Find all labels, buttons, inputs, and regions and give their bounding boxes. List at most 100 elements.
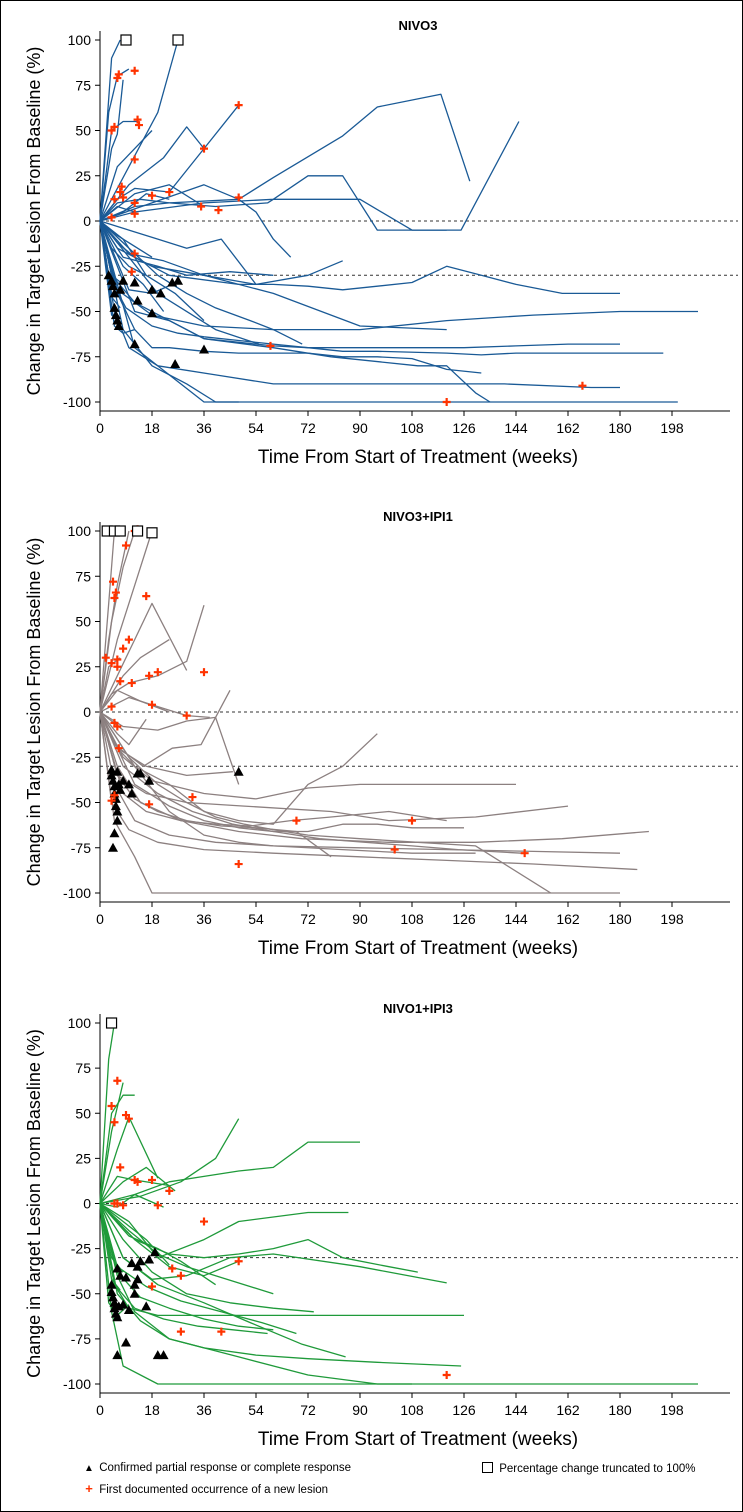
series-line-27 bbox=[99, 711, 147, 746]
new-lesion-marker bbox=[109, 577, 117, 586]
new-lesion-marker bbox=[142, 592, 151, 601]
series-line-24 bbox=[99, 689, 170, 713]
x-axis-label: Time From Start of Treatment (weeks) bbox=[258, 447, 578, 468]
y-tick-label: 100 bbox=[68, 523, 92, 539]
series-line-20 bbox=[99, 220, 447, 331]
chart-title: NIVO3 bbox=[398, 18, 437, 33]
x-tick-label: 198 bbox=[660, 911, 684, 927]
new-lesion-marker bbox=[145, 671, 154, 680]
series-line-14 bbox=[99, 711, 464, 833]
response-marker bbox=[109, 1297, 120, 1307]
new-lesion-marker bbox=[107, 213, 116, 222]
y-tick-label: 100 bbox=[68, 32, 92, 48]
new-lesion-marker bbox=[124, 635, 133, 644]
new-lesion-marker bbox=[119, 193, 128, 202]
x-tick-label: 126 bbox=[452, 420, 476, 436]
new-lesion-marker bbox=[116, 188, 125, 197]
series-line-28 bbox=[99, 696, 210, 719]
series-line-25 bbox=[99, 184, 205, 222]
response-marker bbox=[106, 1286, 117, 1296]
new-lesion-marker bbox=[182, 711, 191, 720]
y-tick-label: 75 bbox=[75, 568, 91, 584]
y-tick-label: -75 bbox=[71, 349, 91, 365]
series-line-18 bbox=[99, 605, 205, 713]
series-line-1 bbox=[99, 711, 621, 854]
response-marker bbox=[121, 1272, 131, 1282]
new-lesion-marker bbox=[133, 1177, 142, 1186]
response-marker bbox=[132, 1274, 143, 1284]
response-marker bbox=[123, 779, 134, 789]
x-axis-label: Time From Start of Treatment (weeks) bbox=[258, 938, 578, 959]
new-lesion-marker bbox=[153, 1201, 162, 1210]
x-tick-label: 162 bbox=[556, 420, 580, 436]
y-tick-label: 75 bbox=[75, 77, 91, 93]
series-line-4 bbox=[99, 1203, 462, 1367]
new-lesion-marker bbox=[127, 679, 136, 688]
y-tick-label: -25 bbox=[71, 258, 91, 274]
x-tick-label: 126 bbox=[452, 1402, 476, 1418]
x-tick-label: 36 bbox=[196, 1402, 212, 1418]
series-line-16 bbox=[99, 711, 240, 785]
x-tick-label: 72 bbox=[300, 420, 316, 436]
new-lesion-marker bbox=[113, 1199, 122, 1208]
response-marker bbox=[144, 775, 155, 785]
new-lesion-marker bbox=[197, 202, 206, 211]
response-marker bbox=[129, 339, 140, 349]
response-marker bbox=[115, 784, 126, 794]
response-marker bbox=[112, 1263, 123, 1273]
y-tick-label: 25 bbox=[75, 168, 91, 184]
x-tick-label: 72 bbox=[300, 911, 316, 927]
series-line-15 bbox=[99, 689, 231, 767]
response-marker bbox=[132, 295, 143, 305]
series-line-26 bbox=[99, 1202, 170, 1266]
response-marker bbox=[135, 1256, 146, 1266]
y-tick-label: 50 bbox=[75, 1105, 91, 1121]
series-line-5 bbox=[99, 1203, 447, 1284]
new-lesion-marker bbox=[578, 381, 587, 390]
response-marker bbox=[126, 1258, 137, 1268]
new-lesion-marker bbox=[176, 1271, 185, 1280]
y-tick-label: -100 bbox=[63, 1376, 91, 1392]
series-line-23 bbox=[99, 530, 153, 713]
series-line-7 bbox=[99, 711, 378, 825]
response-marker bbox=[106, 770, 117, 780]
x-tick-label: 0 bbox=[96, 1402, 104, 1418]
series-line-18 bbox=[99, 1203, 314, 1313]
new-lesion-marker bbox=[442, 1370, 451, 1379]
new-lesion-marker bbox=[176, 1327, 185, 1336]
new-lesion-marker bbox=[116, 1163, 125, 1172]
square-icon bbox=[482, 1462, 493, 1473]
legend-new-lesion: + First documented occurrence of a new l… bbox=[82, 1481, 328, 1496]
series-line-16 bbox=[99, 220, 165, 312]
y-tick-label: 75 bbox=[75, 1060, 91, 1076]
x-tick-label: 90 bbox=[352, 911, 368, 927]
response-marker bbox=[118, 775, 129, 785]
triangle-icon: ▲ bbox=[84, 1463, 94, 1474]
new-lesion-marker bbox=[442, 398, 451, 406]
response-marker bbox=[109, 828, 120, 838]
response-marker bbox=[118, 275, 129, 285]
series-line-32 bbox=[99, 39, 179, 222]
y-tick-label: 25 bbox=[75, 1150, 91, 1166]
new-lesion-marker bbox=[114, 744, 123, 753]
y-tick-label: -100 bbox=[63, 394, 91, 410]
x-tick-label: 0 bbox=[96, 911, 104, 927]
y-tick-label: 50 bbox=[75, 123, 91, 139]
series-line-3 bbox=[99, 711, 638, 871]
truncated-marker bbox=[105, 1017, 118, 1029]
series-line-16 bbox=[99, 1193, 164, 1208]
response-marker bbox=[112, 766, 123, 776]
x-tick-label: 180 bbox=[608, 420, 632, 436]
x-tick-label: 54 bbox=[248, 911, 264, 927]
new-lesion-marker bbox=[130, 198, 139, 207]
new-lesion-marker bbox=[292, 816, 301, 825]
new-lesion-marker bbox=[266, 341, 275, 350]
x-tick-label: 72 bbox=[300, 1402, 316, 1418]
new-lesion-marker bbox=[113, 1076, 122, 1085]
y-tick-label: 0 bbox=[83, 1196, 91, 1212]
new-lesion-marker bbox=[408, 816, 416, 825]
new-lesion-marker bbox=[113, 722, 122, 731]
response-marker bbox=[112, 1312, 123, 1322]
x-tick-label: 108 bbox=[400, 1402, 424, 1418]
